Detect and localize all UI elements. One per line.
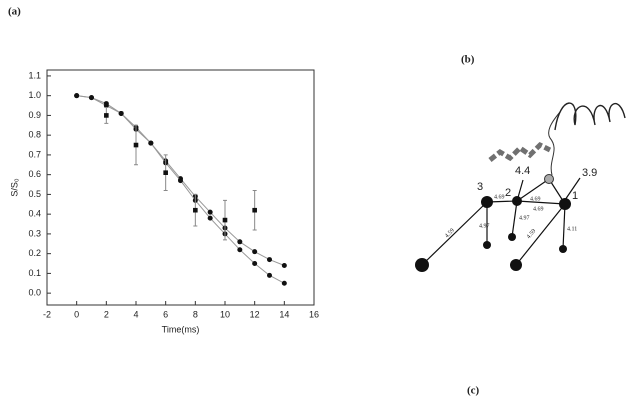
point (252, 249, 258, 255)
y-tick-label: 0.7 (28, 149, 41, 159)
y-tick-label: 0.3 (28, 228, 41, 238)
point (89, 95, 94, 101)
point (281, 263, 287, 269)
point (103, 103, 109, 109)
point (104, 113, 109, 118)
atom-label: 1 (572, 190, 578, 202)
point (207, 215, 213, 221)
point (222, 217, 228, 223)
point (163, 170, 168, 175)
point (252, 207, 257, 213)
y-tick-label: 1.1 (28, 70, 41, 80)
x-tick-label: 2 (104, 309, 109, 319)
y-tick-label: 0.4 (28, 209, 41, 219)
point (74, 93, 80, 99)
atom-label: 2 (505, 187, 511, 199)
bond-label: 4.69 (530, 196, 541, 202)
vector-label: 4.4 (515, 165, 530, 177)
diagram: 3 2 1 4.4 3.9 4.69 4.69 4.69 4.97 4.97 4… (415, 102, 626, 272)
bonds (421, 177, 581, 266)
x-tick-label: 4 (133, 309, 138, 319)
point (148, 140, 154, 146)
point (252, 261, 258, 267)
strand (488, 141, 552, 162)
x-tick-label: 16 (309, 309, 319, 319)
y-tick-label: 1.0 (28, 90, 41, 100)
point (237, 239, 243, 245)
plot-frame (46, 69, 315, 306)
point (207, 209, 213, 215)
chain (548, 111, 561, 176)
x-tick-label: 12 (250, 309, 260, 319)
x-axis-label: Time(ms) (162, 324, 200, 334)
y-tick-label: 0.0 (28, 288, 41, 298)
chart: 0.0 0.1 0.2 0.3 0.4 0.5 0.6 0.7 0.8 0.9 1.0 1.1 -2 0 2… (9, 69, 319, 334)
y-tick-label: 0.5 (28, 189, 41, 199)
bond-label: 4.59 (444, 228, 456, 240)
x-tick-label: 6 (163, 309, 168, 319)
bond-label: 4.11 (567, 226, 577, 232)
point (281, 280, 287, 286)
panel-label: (a) (8, 6, 21, 18)
point (118, 110, 124, 116)
x-tick-label: 0 (74, 309, 79, 319)
panel-label: (c) (467, 385, 480, 397)
point (237, 247, 243, 253)
x-tick-label: -2 (43, 309, 51, 319)
point (133, 142, 139, 148)
point (178, 178, 183, 184)
y-tick-label: 0.9 (28, 110, 41, 120)
bond-label: 4.59 (526, 228, 537, 240)
point (267, 257, 272, 263)
bond-label: 4.69 (533, 206, 544, 212)
point (267, 272, 272, 278)
atoms (415, 174, 571, 272)
y-tick-label: 0.6 (28, 169, 41, 179)
bond-label: 4.97 (519, 215, 530, 221)
x-tick-label: 10 (220, 309, 230, 319)
x-tick-label: 8 (193, 309, 198, 319)
y-tick-label: 0.2 (28, 248, 41, 258)
point (193, 207, 198, 213)
panel-label: (b) (461, 54, 475, 66)
x-tick-label: 14 (279, 309, 289, 319)
bond-label: 4.69 (494, 194, 505, 200)
y-tick-label: 0.8 (28, 130, 41, 140)
y-tick-label: 0.1 (28, 268, 41, 278)
vector-label: 3.9 (582, 167, 597, 179)
atom-label: 3 (477, 181, 483, 193)
bond-label: 4.97 (479, 223, 490, 229)
y-axis-label: S/S₀ (9, 178, 19, 197)
helix (554, 102, 626, 131)
